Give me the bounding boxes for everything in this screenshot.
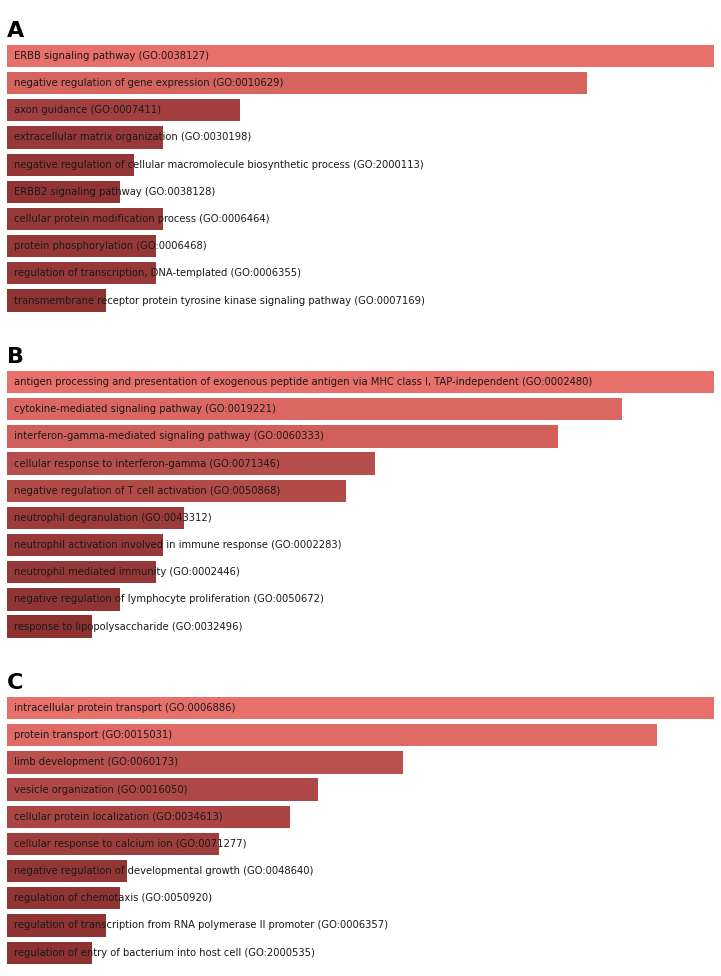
Text: intracellular protein transport (GO:0006886): intracellular protein transport (GO:0006… <box>14 703 236 713</box>
Bar <box>7 589 120 611</box>
Bar <box>7 507 184 529</box>
Bar <box>7 561 156 584</box>
Text: cellular protein modification process (GO:0006464): cellular protein modification process (G… <box>14 214 270 224</box>
Text: ERBB signaling pathway (GO:0038127): ERBB signaling pathway (GO:0038127) <box>14 51 209 61</box>
Bar <box>7 371 714 393</box>
Text: regulation of entry of bacterium into host cell (GO:2000535): regulation of entry of bacterium into ho… <box>14 948 315 957</box>
Text: negative regulation of lymphocyte proliferation (GO:0050672): negative regulation of lymphocyte prolif… <box>14 594 324 604</box>
Bar <box>7 153 134 176</box>
Text: cytokine-mediated signaling pathway (GO:0019221): cytokine-mediated signaling pathway (GO:… <box>14 404 276 414</box>
Text: neutrophil activation involved in immune response (GO:0002283): neutrophil activation involved in immune… <box>14 540 342 550</box>
Bar <box>7 887 120 910</box>
Text: regulation of transcription, DNA-templated (GO:0006355): regulation of transcription, DNA-templat… <box>14 268 301 278</box>
Text: response to lipopolysaccharide (GO:0032496): response to lipopolysaccharide (GO:00324… <box>14 622 243 631</box>
Text: ERBB2 signaling pathway (GO:0038128): ERBB2 signaling pathway (GO:0038128) <box>14 186 216 197</box>
Bar <box>7 72 587 95</box>
Bar <box>7 235 156 258</box>
Bar <box>7 915 106 937</box>
Text: negative regulation of cellular macromolecule biosynthetic process (GO:2000113): negative regulation of cellular macromol… <box>14 160 424 170</box>
Bar <box>7 860 128 882</box>
Text: regulation of chemotaxis (GO:0050920): regulation of chemotaxis (GO:0050920) <box>14 893 212 904</box>
Text: C: C <box>7 673 24 693</box>
Text: transmembrane receptor protein tyrosine kinase signaling pathway (GO:0007169): transmembrane receptor protein tyrosine … <box>14 296 425 305</box>
Bar <box>7 289 106 311</box>
Bar <box>7 426 558 448</box>
Bar <box>7 697 714 719</box>
Text: limb development (GO:0060173): limb development (GO:0060173) <box>14 757 178 767</box>
Text: A: A <box>7 20 25 41</box>
Bar <box>7 263 156 284</box>
Bar <box>7 100 240 121</box>
Bar <box>7 208 163 230</box>
Text: protein transport (GO:0015031): protein transport (GO:0015031) <box>14 730 172 740</box>
Bar <box>7 181 120 203</box>
Bar <box>7 479 346 502</box>
Bar <box>7 805 290 828</box>
Text: vesicle organization (GO:0016050): vesicle organization (GO:0016050) <box>14 785 187 794</box>
Bar <box>7 398 622 421</box>
Bar <box>7 534 163 556</box>
Bar <box>7 45 714 67</box>
Text: antigen processing and presentation of exogenous peptide antigen via MHC class I: antigen processing and presentation of e… <box>14 377 593 387</box>
Text: regulation of transcription from RNA polymerase II promoter (GO:0006357): regulation of transcription from RNA pol… <box>14 920 389 930</box>
Text: extracellular matrix organization (GO:0030198): extracellular matrix organization (GO:00… <box>14 133 252 142</box>
Bar <box>7 942 92 963</box>
Bar <box>7 616 92 637</box>
Text: neutrophil degranulation (GO:0043312): neutrophil degranulation (GO:0043312) <box>14 513 212 523</box>
Bar <box>7 724 658 747</box>
Text: B: B <box>7 347 25 367</box>
Text: axon guidance (GO:0007411): axon guidance (GO:0007411) <box>14 105 162 115</box>
Text: interferon-gamma-mediated signaling pathway (GO:0060333): interferon-gamma-mediated signaling path… <box>14 431 324 441</box>
Text: negative regulation of developmental growth (GO:0048640): negative regulation of developmental gro… <box>14 866 314 876</box>
Text: cellular protein localization (GO:0034613): cellular protein localization (GO:003461… <box>14 812 223 822</box>
Text: protein phosphorylation (GO:0006468): protein phosphorylation (GO:0006468) <box>14 241 207 251</box>
Text: cellular response to calcium ion (GO:0071277): cellular response to calcium ion (GO:007… <box>14 839 247 849</box>
Text: neutrophil mediated immunity (GO:0002446): neutrophil mediated immunity (GO:0002446… <box>14 567 240 577</box>
Text: negative regulation of T cell activation (GO:0050868): negative regulation of T cell activation… <box>14 486 280 496</box>
Text: cellular response to interferon-gamma (GO:0071346): cellular response to interferon-gamma (G… <box>14 459 280 468</box>
Text: negative regulation of gene expression (GO:0010629): negative regulation of gene expression (… <box>14 78 283 88</box>
Bar <box>7 779 318 800</box>
Bar <box>7 453 375 474</box>
Bar <box>7 752 403 774</box>
Bar <box>7 833 219 855</box>
Bar <box>7 126 163 148</box>
